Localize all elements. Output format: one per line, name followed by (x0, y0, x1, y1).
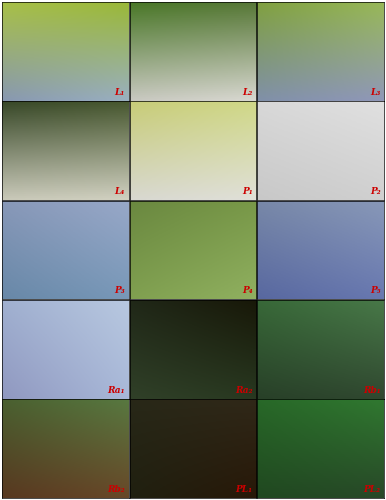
Text: Rb₁: Rb₁ (363, 386, 381, 394)
Text: L₂: L₂ (242, 88, 253, 96)
Text: P₅: P₅ (370, 286, 381, 296)
Text: L₄: L₄ (114, 187, 125, 196)
Text: P₃: P₃ (114, 286, 125, 296)
Text: P₂: P₂ (370, 187, 381, 196)
Text: P₁: P₁ (242, 187, 253, 196)
Text: PL₂: PL₂ (364, 485, 381, 494)
Text: Ra₁: Ra₁ (107, 386, 125, 394)
Text: L₁: L₁ (114, 88, 125, 96)
Text: P₄: P₄ (242, 286, 253, 296)
Text: Ra₂: Ra₂ (235, 386, 253, 394)
Text: PL₁: PL₁ (235, 485, 253, 494)
Text: Rb₂: Rb₂ (107, 485, 125, 494)
Text: L₃: L₃ (370, 88, 381, 96)
